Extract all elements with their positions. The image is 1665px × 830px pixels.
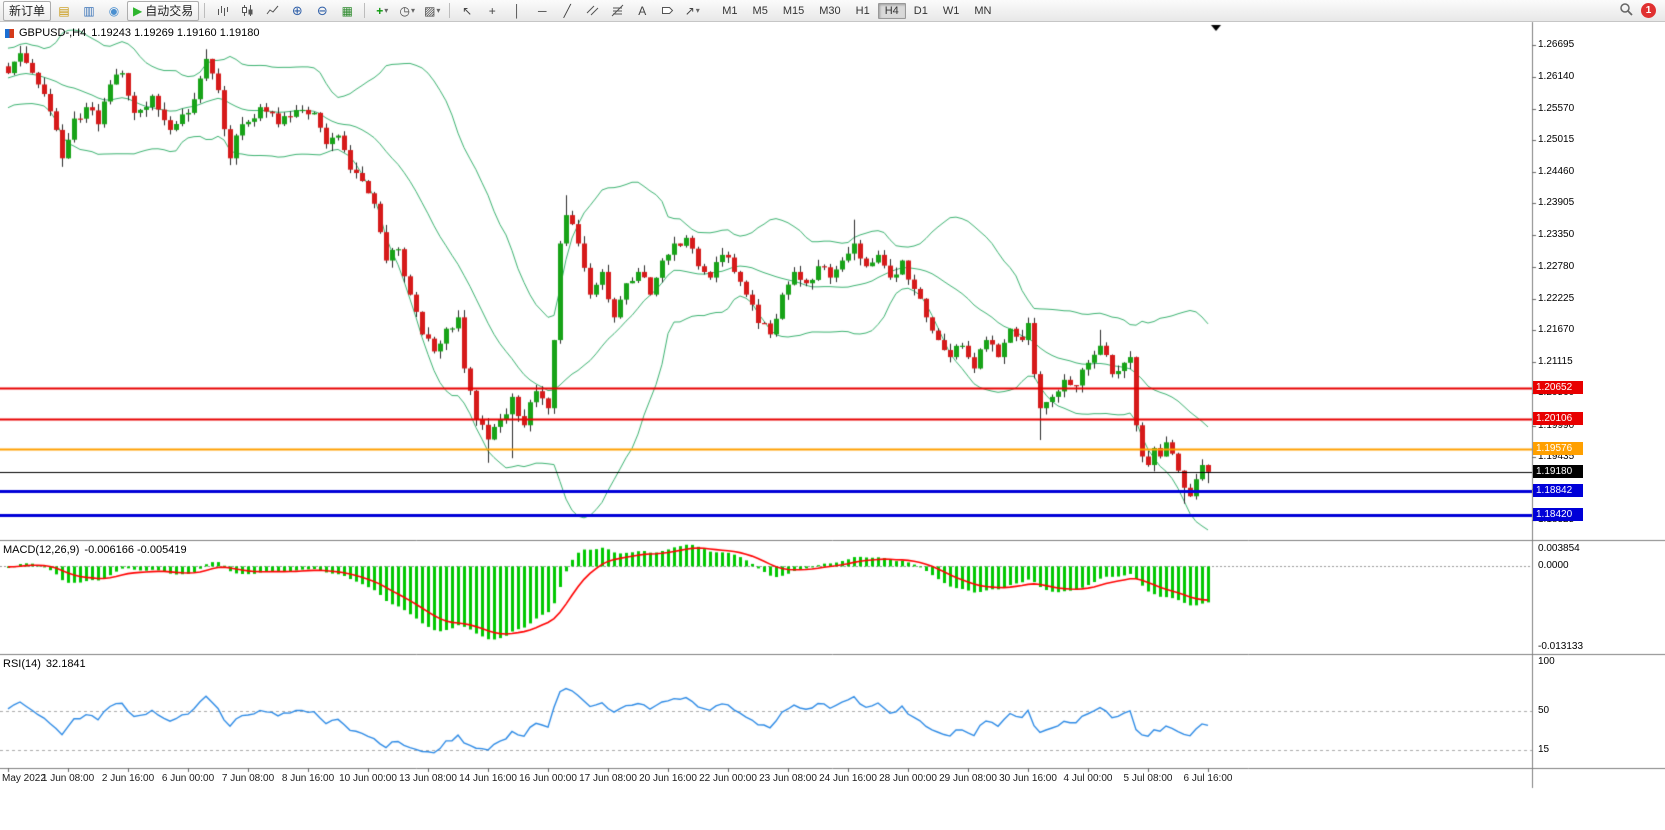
vertical-line-tool-icon[interactable]: │ bbox=[513, 3, 522, 18]
templates-button[interactable]: ▨ ▾ bbox=[420, 2, 444, 20]
arrows-tool-button[interactable]: ↗ ▾ bbox=[680, 2, 704, 20]
new-order-button[interactable]: 新订单 bbox=[3, 0, 52, 21]
timeframe-m30[interactable]: M30 bbox=[819, 4, 841, 17]
timeframe-h4[interactable]: H4 bbox=[877, 2, 906, 19]
timeframe-w1[interactable]: W1 bbox=[942, 4, 960, 17]
tile-windows-icon[interactable]: ▦ bbox=[341, 3, 353, 18]
arrows-tool-icon: ↗ bbox=[684, 3, 695, 18]
autotrading-label: 自动交易 bbox=[145, 4, 194, 18]
timeframe-d1[interactable]: D1 bbox=[913, 4, 928, 17]
market-watch-icon[interactable]: ▤ bbox=[58, 3, 70, 18]
periods-button[interactable]: ◷ ▾ bbox=[395, 2, 419, 20]
timeframe-group: M1 M5 M15 M30 H1 H4 D1 W1 MN bbox=[715, 2, 998, 19]
macd-indicator-label: MACD(12,26,9) -0.006166 -0.005419 bbox=[3, 544, 187, 556]
data-window-icon[interactable]: ▥ bbox=[83, 3, 95, 18]
fibonacci-tool-icon[interactable] bbox=[605, 2, 629, 20]
chevron-down-icon: ▾ bbox=[436, 6, 441, 15]
toolbar: 新订单 ▤ ▥ ◉ ▶ 自动交易 ⊕ ⊖ ▦ + ▾ ◷ ▾ ▨ ▾ ↖ + │… bbox=[0, 0, 1665, 22]
autotrading-button[interactable]: ▶ 自动交易 bbox=[127, 0, 200, 21]
templates-icon: ▨ bbox=[424, 3, 436, 18]
indicators-plus-icon: + bbox=[376, 3, 384, 18]
timeframe-m5[interactable]: M5 bbox=[752, 4, 768, 17]
timeframe-m1[interactable]: M1 bbox=[722, 4, 738, 17]
line-chart-icon[interactable] bbox=[260, 2, 284, 20]
horizontal-line-tool-icon[interactable]: ─ bbox=[538, 3, 547, 18]
search-icon[interactable] bbox=[1619, 2, 1633, 19]
periods-clock-icon: ◷ bbox=[399, 3, 410, 18]
new-order-label: 新订单 bbox=[9, 4, 46, 18]
autotrading-play-icon: ▶ bbox=[133, 3, 143, 18]
rsi-value: 32.1841 bbox=[45, 658, 86, 670]
timeframe-mn[interactable]: MN bbox=[974, 4, 992, 17]
toolbar-separator bbox=[449, 3, 451, 18]
toolbar-right-group: 1 bbox=[1619, 2, 1662, 19]
timeframe-h1[interactable]: H1 bbox=[855, 4, 870, 17]
timeframe-m15[interactable]: M15 bbox=[782, 4, 805, 17]
cursor-icon[interactable]: ↖ bbox=[462, 3, 473, 18]
macd-values: -0.006166 -0.005419 bbox=[84, 544, 187, 556]
rsi-label: RSI(14) bbox=[3, 658, 41, 670]
chevron-down-icon: ▾ bbox=[411, 6, 416, 15]
ohlc-values: 1.19243 1.19269 1.19160 1.19180 bbox=[91, 27, 260, 39]
toolbar-separator bbox=[364, 3, 366, 18]
zoom-in-icon[interactable]: ⊕ bbox=[291, 3, 303, 18]
symbol-title: GBPUSD-,H4 bbox=[19, 27, 87, 39]
community-icon[interactable]: ◉ bbox=[108, 3, 120, 18]
zoom-out-icon[interactable]: ⊖ bbox=[316, 3, 328, 18]
chevron-down-icon: ▾ bbox=[695, 6, 700, 15]
symbol-ohlc-line: GBPUSD-,H4 1.19243 1.19269 1.19160 1.191… bbox=[5, 27, 259, 39]
symbol-icon bbox=[5, 28, 14, 38]
trendline-tool-icon[interactable]: ╱ bbox=[563, 3, 571, 18]
crosshair-icon[interactable]: + bbox=[488, 3, 496, 18]
macd-label: MACD(12,26,9) bbox=[3, 544, 80, 556]
toolbar-separator bbox=[204, 3, 206, 18]
notification-badge[interactable]: 1 bbox=[1641, 3, 1656, 18]
bar-chart-icon[interactable] bbox=[210, 2, 234, 20]
text-tool-icon[interactable]: A bbox=[638, 3, 647, 18]
channel-tool-icon[interactable] bbox=[580, 2, 604, 20]
label-tool-icon[interactable] bbox=[655, 2, 679, 20]
candlestick-chart-icon[interactable] bbox=[235, 2, 259, 20]
indicators-button[interactable]: + ▾ bbox=[370, 2, 394, 20]
rsi-indicator-label: RSI(14) 32.1841 bbox=[3, 658, 86, 670]
chevron-down-icon: ▾ bbox=[384, 6, 389, 15]
